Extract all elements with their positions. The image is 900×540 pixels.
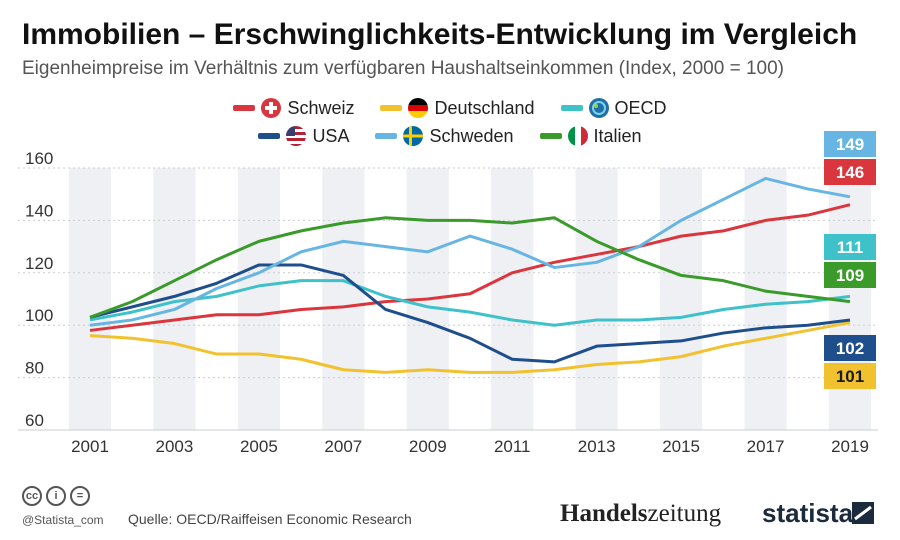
end-value-label: 101 [836, 367, 864, 386]
x-tick-label: 2013 [578, 437, 616, 456]
source-note: Quelle: OECD/Raiffeisen Economic Researc… [128, 511, 412, 527]
license-icons: cc i = [22, 486, 94, 506]
end-label-box [824, 363, 876, 389]
legend-item-schweiz: Schweiz [233, 98, 354, 119]
handelszeitung-logo: Handelszeitung [560, 500, 721, 528]
statista-handle: @Statista_com [22, 513, 104, 527]
ch-flag-icon [261, 98, 282, 118]
end-value-label: 111 [837, 238, 864, 257]
year-band [68, 168, 112, 430]
nd-icon: = [70, 486, 90, 506]
brand-right: zeitung [647, 500, 722, 527]
legend-swatch [233, 105, 256, 111]
oecd-logo-icon [588, 98, 609, 118]
x-tick-label: 2009 [409, 437, 447, 456]
legend-row-1: Schweiz Deutschland OECD [0, 94, 900, 122]
legend-label: Schweiz [287, 97, 355, 118]
legend-swatch [560, 105, 583, 111]
x-tick-label: 2017 [747, 437, 785, 456]
legend-label: Deutschland [434, 97, 535, 118]
year-band [491, 168, 534, 430]
y-tick-label: 60 [25, 411, 44, 430]
legend-label: USA [312, 125, 350, 146]
legend-label: Schweden [429, 125, 514, 146]
legend-swatch [375, 133, 398, 139]
statista-logo: statista [762, 498, 854, 528]
series-line-schweiz [89, 203, 851, 332]
legend: Schweiz Deutschland OECD USA [0, 94, 900, 150]
x-tick-label: 2005 [240, 437, 278, 456]
se-flag-icon [403, 126, 424, 146]
end-value-label: 102 [836, 339, 864, 358]
chart-title: Immobilien – Erschwinglichkeits-Entwickl… [22, 18, 858, 51]
x-tick-label: 2019 [831, 437, 869, 456]
legend-row-2: USA Schweden Italien [0, 122, 900, 150]
end-label-box [824, 234, 876, 260]
by-icon: i [46, 486, 66, 506]
legend-label: OECD [614, 97, 667, 118]
x-tick-label: 2007 [324, 437, 362, 456]
y-tick-label: 160 [25, 149, 53, 168]
year-band [660, 168, 703, 430]
end-label-box [824, 131, 876, 157]
legend-item-deutschland: Deutschland [380, 97, 535, 119]
x-tick-label: 2001 [71, 437, 109, 456]
x-tick-label: 2011 [494, 437, 531, 456]
end-value-label: 109 [836, 266, 864, 285]
y-tick-label: 120 [25, 254, 53, 273]
legend-item-oecd: OECD [560, 97, 667, 119]
x-tick-label: 2003 [156, 437, 194, 456]
chart-subtitle: Eigenheimpreise im Verhältnis zum verfüg… [22, 58, 784, 79]
series-line-usa [89, 263, 851, 364]
statista-mark-icon [852, 502, 874, 524]
brand-left: Handels [560, 500, 648, 527]
end-label-box [824, 262, 876, 288]
legend-item-usa: USA [258, 126, 349, 147]
year-band [322, 168, 365, 430]
series-line-schweden [89, 176, 851, 327]
legend-swatch [539, 133, 562, 139]
legend-label: Italien [593, 125, 642, 146]
year-band [237, 168, 280, 430]
legend-swatch [380, 105, 403, 111]
it-flag-icon [567, 126, 588, 146]
end-label-box [824, 335, 876, 361]
legend-item-italien: Italien [539, 125, 642, 147]
legend-item-schweden: Schweden [375, 125, 514, 147]
end-value-label: 149 [836, 135, 864, 154]
x-tick-label: 2015 [662, 437, 700, 456]
y-tick-label: 140 [25, 201, 53, 220]
end-value-label: 146 [836, 163, 864, 182]
end-label-box [824, 159, 876, 185]
us-flag-icon [286, 126, 307, 146]
cc-icon: cc [22, 486, 42, 506]
series-line-italien [89, 216, 851, 319]
legend-swatch [258, 133, 281, 139]
series-line-oecd [89, 279, 851, 327]
year-band [744, 168, 787, 430]
series-line-deutschland [89, 321, 851, 374]
year-band [575, 168, 618, 430]
y-tick-label: 100 [25, 306, 53, 325]
de-flag-icon [408, 98, 429, 118]
y-tick-label: 80 [25, 359, 44, 378]
